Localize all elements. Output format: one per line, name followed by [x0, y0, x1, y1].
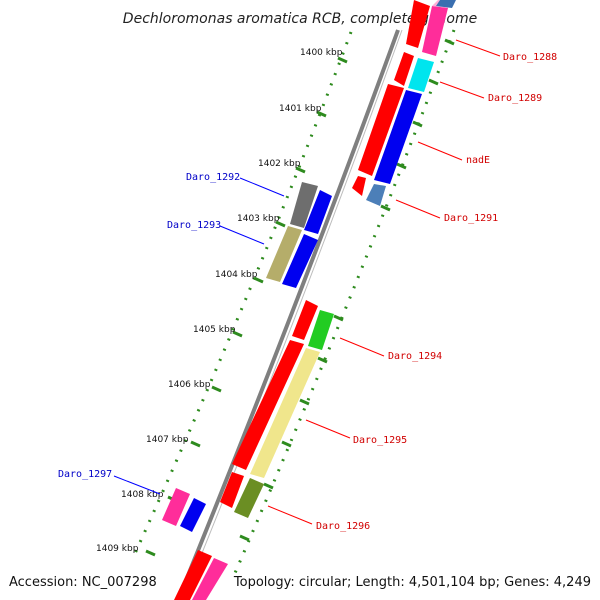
gene-daro-1296[interactable]: [234, 478, 264, 518]
topology-text: Topology: circular; Length: 4,501,104 bp…: [233, 575, 591, 590]
gene-red-small[interactable]: [352, 176, 366, 196]
label-daro-1296[interactable]: Daro_1296: [316, 521, 370, 532]
label-nade[interactable]: nadE: [466, 155, 490, 166]
gene-red-1289a[interactable]: [394, 52, 414, 86]
gene-blue-1293-pair[interactable]: [282, 234, 318, 288]
label-daro-1289[interactable]: Daro_1289: [488, 93, 542, 104]
genome-backbone: [176, 29, 400, 600]
gene-daro-1295[interactable]: [250, 348, 320, 478]
outer-dotted-track: [230, 29, 456, 581]
kbp-label-1407: 1407 kbp: [146, 435, 189, 445]
kbp-label-1408: 1408 kbp: [121, 490, 164, 500]
gene-daro-1292[interactable]: [290, 182, 318, 228]
gene-red-long-inner[interactable]: [232, 340, 304, 470]
inner-dotted-track: [130, 31, 353, 561]
gene-pink-bottom[interactable]: [192, 558, 228, 600]
kbp-label-1404: 1404 kbp: [215, 270, 258, 280]
kbp-label-1406: 1406 kbp: [168, 380, 211, 390]
accession-text: Accession: NC_007298: [9, 575, 157, 590]
gene-nade[interactable]: [374, 90, 422, 184]
kbp-label-1403: 1403 kbp: [237, 214, 280, 224]
label-daro-1294[interactable]: Daro_1294: [388, 351, 442, 362]
gene-red-long[interactable]: [358, 84, 404, 176]
gene-leaders: [113, 39, 501, 525]
label-daro-1292[interactable]: Daro_1292: [186, 172, 240, 183]
gene-daro-1289[interactable]: [408, 58, 434, 92]
gene-blue-top[interactable]: [436, 0, 456, 8]
gene-red-1405[interactable]: [292, 300, 318, 340]
gene-daro-1297[interactable]: [162, 488, 190, 526]
gene-blue-1297-pair[interactable]: [180, 498, 206, 532]
kbp-label-1402: 1402 kbp: [258, 159, 301, 169]
label-daro-1291[interactable]: Daro_1291: [444, 213, 498, 224]
genome-backbone-highlight: [182, 29, 403, 600]
gene-red-top[interactable]: [406, 0, 430, 48]
kbp-label-1400: 1400 kbp: [300, 48, 343, 58]
label-daro-1297[interactable]: Daro_1297: [58, 469, 112, 480]
gene-daro-1294[interactable]: [308, 310, 334, 350]
gene-labels: Daro_1288 Daro_1289 nadE Daro_1291 Daro_…: [58, 52, 557, 532]
scale-labels: 1400 kbp 1401 kbp 1402 kbp 1403 kbp 1404…: [96, 48, 343, 554]
gene-daro-1291[interactable]: [366, 184, 386, 206]
gene-daro-1293[interactable]: [266, 226, 302, 282]
kbp-label-1401: 1401 kbp: [279, 104, 322, 114]
label-daro-1288[interactable]: Daro_1288: [503, 52, 557, 63]
gene-blue-1292-pair[interactable]: [304, 190, 332, 234]
outer-ticks: [239, 38, 455, 542]
label-daro-1295[interactable]: Daro_1295: [353, 435, 407, 446]
kbp-label-1409: 1409 kbp: [96, 544, 139, 554]
gene-red-bottom[interactable]: [174, 550, 212, 600]
kbp-label-1405: 1405 kbp: [193, 325, 236, 335]
gene-daro-1288[interactable]: [422, 6, 448, 56]
gene-red-1408[interactable]: [220, 472, 244, 508]
map-title: Dechloromonas aromatica RCB, complete ge…: [123, 11, 477, 27]
label-daro-1293[interactable]: Daro_1293: [167, 220, 221, 231]
